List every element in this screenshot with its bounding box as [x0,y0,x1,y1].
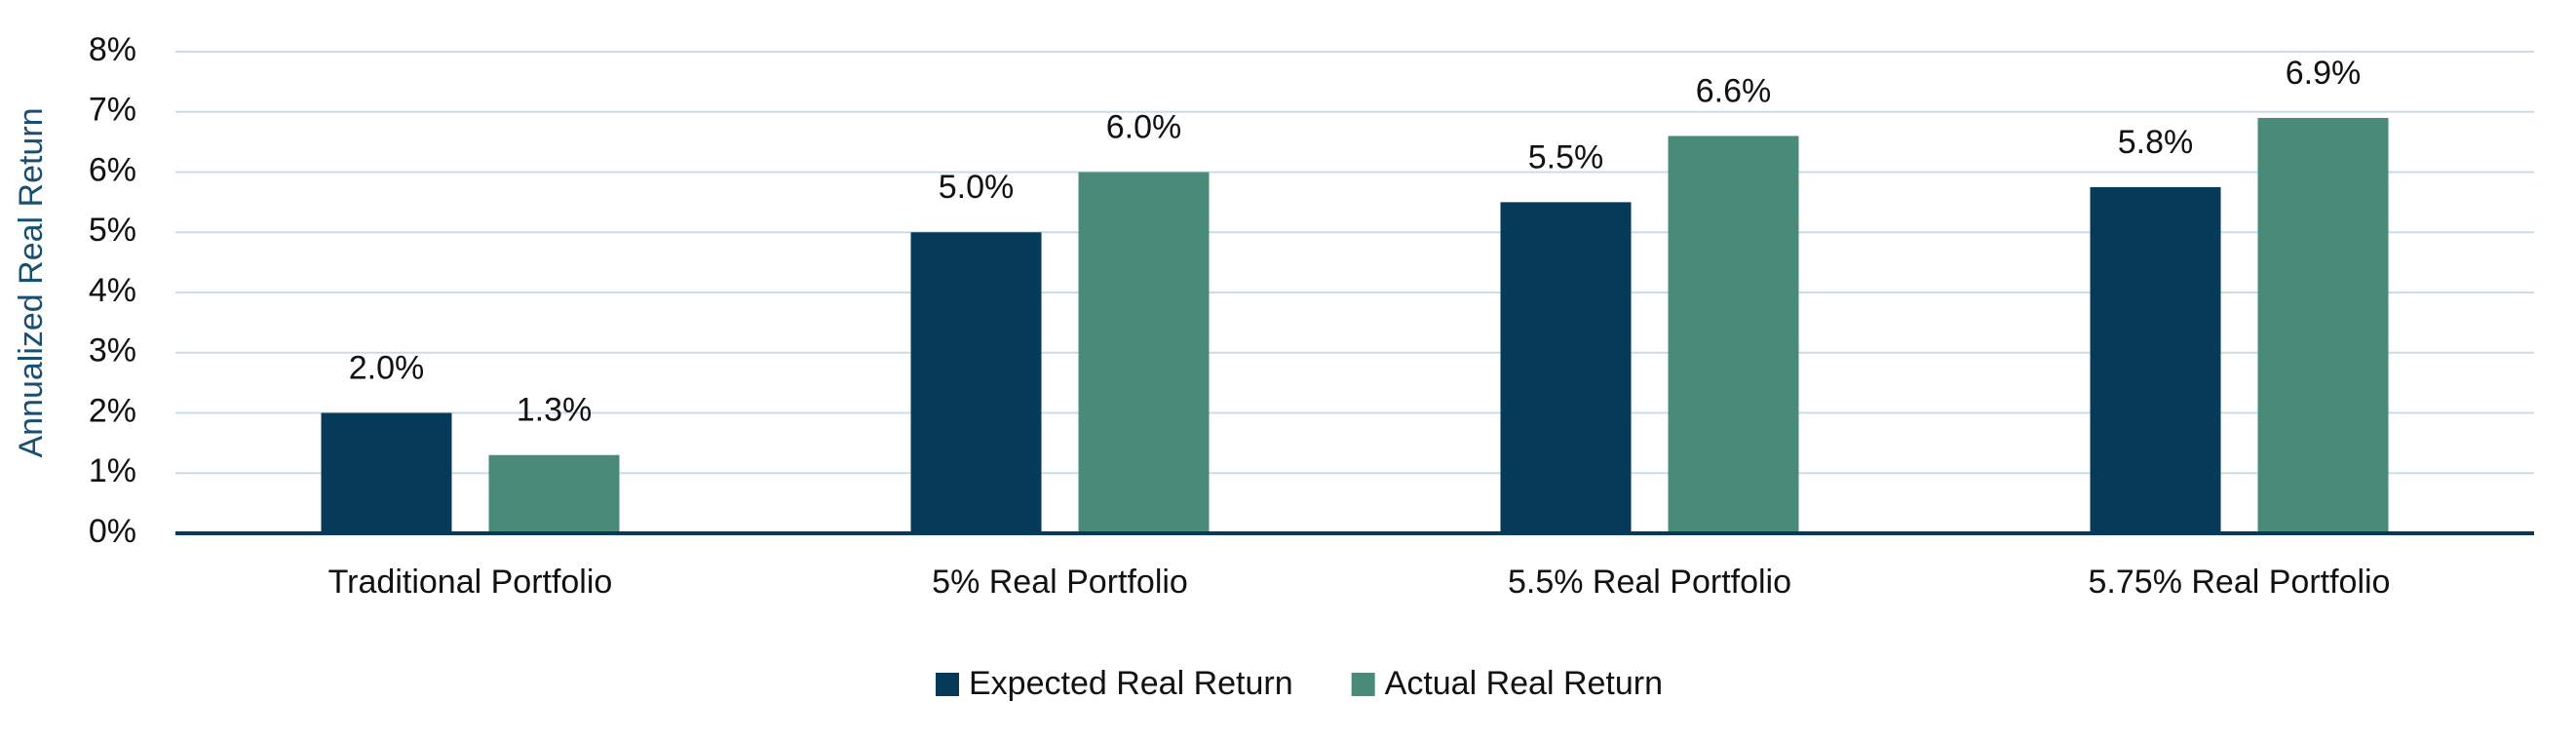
bar [1668,136,1799,533]
value-label: 5.0% [939,169,1015,206]
legend-label: Actual Real Return [1385,665,1663,702]
value-label: 6.6% [1696,72,1772,109]
y-tick-label: 3% [89,332,136,370]
y-tick-label: 5% [89,212,136,249]
bar [321,412,452,533]
value-label: 6.9% [2286,55,2362,92]
value-label: 6.0% [1106,108,1182,145]
x-tick-label: 5% Real Portfolio [932,564,1188,601]
value-label: 5.5% [1528,138,1604,175]
bar [2257,117,2389,534]
bar [488,454,620,533]
y-axis-label: Annualized Real Return [13,107,50,457]
bar [1078,172,1210,533]
y-tick-label: 6% [89,151,136,188]
value-label: 1.3% [517,392,593,429]
y-tick-label: 1% [89,452,136,489]
bar [910,232,1042,533]
value-label: 5.8% [2118,124,2194,161]
x-tick-label: Traditional Portfolio [328,564,613,601]
legend-swatch [1351,673,1375,696]
y-tick-label: 4% [89,272,136,309]
y-tick-label: 7% [89,92,136,129]
bar [2090,186,2221,533]
y-tick-label: 0% [89,513,136,550]
value-label: 2.0% [349,349,425,386]
y-tick-label: 2% [89,392,136,429]
legend-label: Expected Real Return [969,665,1293,702]
legend-swatch [936,673,959,696]
bar [1500,202,1632,533]
x-tick-label: 5.5% Real Portfolio [1508,564,1791,601]
x-tick-label: 5.75% Real Portfolio [2089,564,2391,601]
y-tick-label: 8% [89,31,136,68]
